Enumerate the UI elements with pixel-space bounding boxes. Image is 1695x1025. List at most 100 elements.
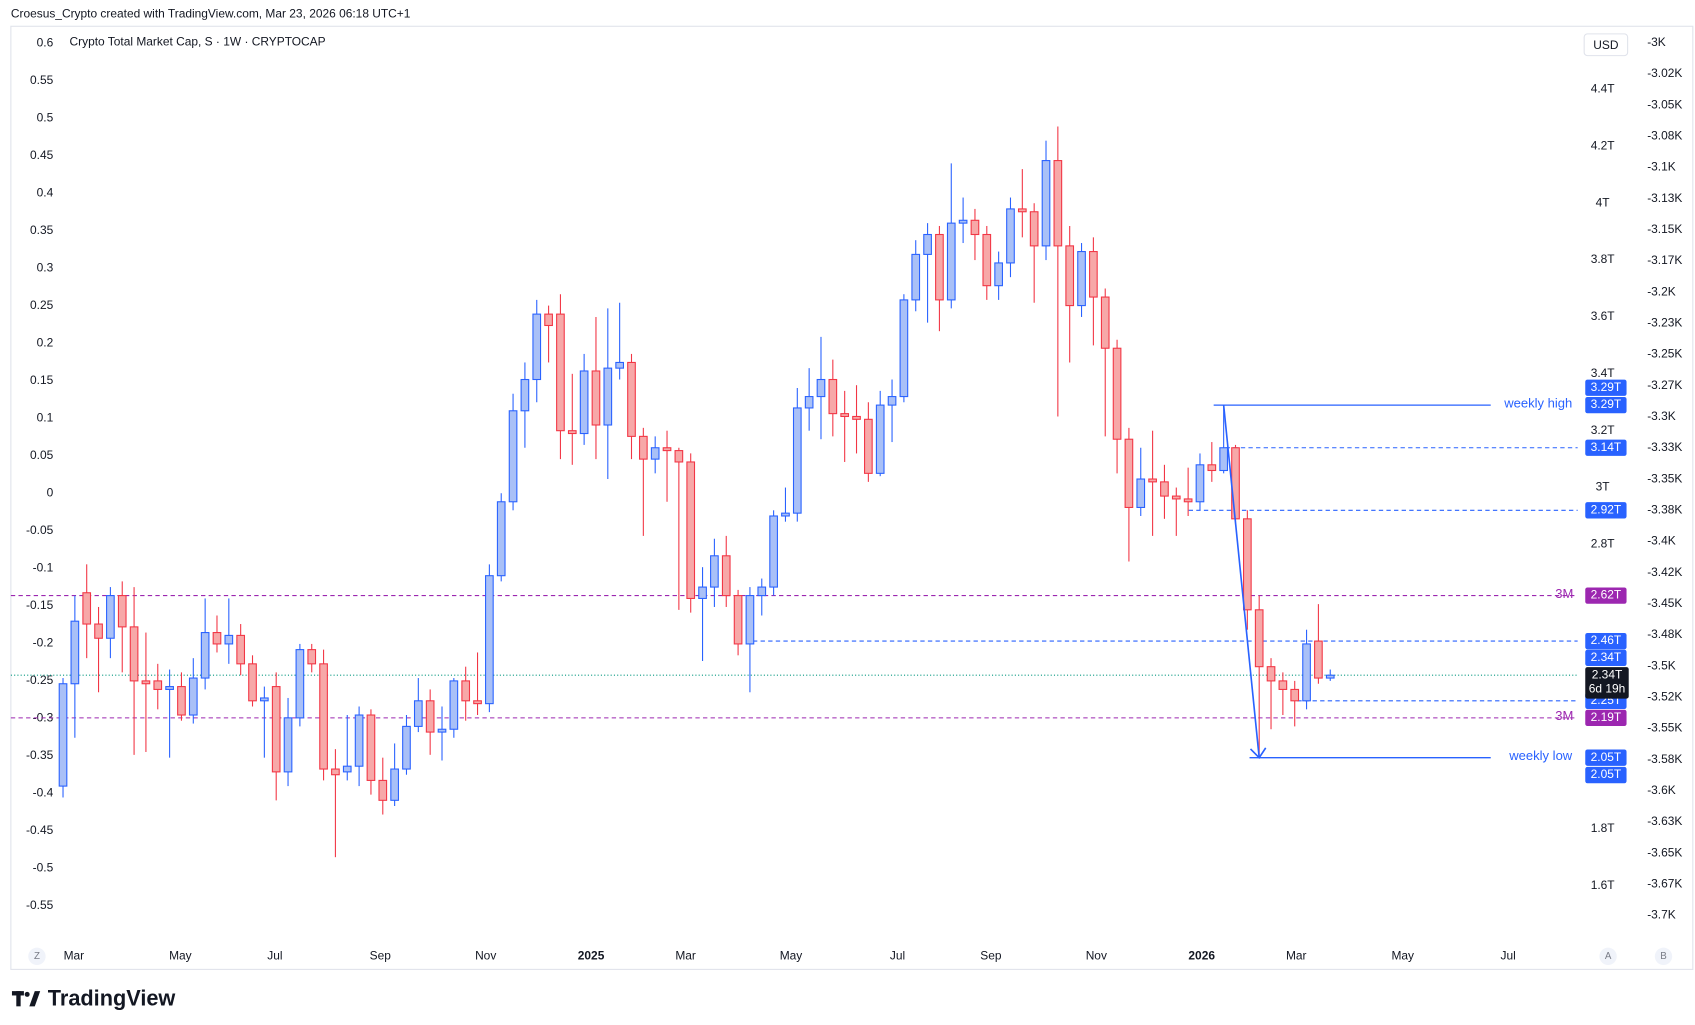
- candle-body: [1266, 666, 1276, 682]
- right2-tick-label: -3K: [1647, 35, 1666, 49]
- right2-tick-label: -3.05K: [1647, 97, 1682, 111]
- candle: [1136, 447, 1146, 516]
- candle: [982, 225, 992, 300]
- candle-body: [106, 595, 115, 639]
- price-tick-label: 4T: [1596, 195, 1611, 209]
- candle: [899, 294, 909, 403]
- candle: [129, 587, 139, 755]
- candle: [271, 672, 281, 801]
- price-tick-label: 3.8T: [1591, 252, 1616, 266]
- candle: [141, 632, 151, 752]
- left-tick-label: 0.4: [37, 186, 54, 200]
- candle-body: [958, 219, 968, 224]
- price-label: 2.34T: [1591, 650, 1622, 664]
- price-label: 3.14T: [1591, 440, 1622, 454]
- candle: [745, 587, 755, 693]
- candle: [1041, 140, 1051, 261]
- price-label-box: [1585, 632, 1627, 650]
- right2-tick-label: -3.33K: [1647, 440, 1682, 454]
- left-tick-label: 0.05: [30, 448, 54, 462]
- scale-button[interactable]: [28, 947, 46, 966]
- candle: [1017, 169, 1027, 238]
- candle-body: [887, 396, 897, 406]
- candle: [1243, 510, 1252, 630]
- x-tick-label: Nov: [1086, 949, 1107, 963]
- x-tick-label: Nov: [475, 949, 496, 963]
- candle-body: [745, 595, 755, 645]
- x-tick-label: May: [169, 949, 192, 963]
- candle-body: [295, 649, 305, 719]
- right2-tick-label: -3.67K: [1647, 877, 1682, 891]
- scale-button[interactable]: [1654, 947, 1673, 966]
- candle: [804, 368, 814, 431]
- candle-body: [1112, 347, 1122, 440]
- candle: [556, 294, 565, 460]
- level-text: 3M: [1555, 586, 1573, 601]
- candle-body: [1136, 478, 1146, 509]
- candle: [283, 697, 293, 787]
- candle: [946, 163, 956, 309]
- candle-body: [662, 447, 672, 452]
- candle: [816, 336, 826, 440]
- left-tick-label: 0.5: [37, 111, 54, 125]
- candle: [994, 251, 1003, 300]
- candle: [733, 589, 743, 656]
- x-tick-label: Mar: [1286, 949, 1307, 963]
- currency-button[interactable]: [1583, 33, 1629, 57]
- candle-body: [212, 632, 222, 645]
- candle-body: [710, 555, 719, 588]
- price-tick-label: 4.4T: [1591, 82, 1616, 96]
- candle: [615, 302, 624, 380]
- brand-logo: [11, 991, 41, 1007]
- candle: [911, 240, 921, 312]
- candle-body: [1290, 688, 1300, 702]
- candle: [94, 606, 103, 693]
- candle-body: [141, 680, 151, 685]
- candle: [177, 672, 186, 721]
- candle: [390, 743, 399, 807]
- price-label: 2.46T: [1591, 633, 1622, 647]
- right2-tick-label: -3.17K: [1647, 253, 1682, 267]
- candle-body: [733, 595, 743, 645]
- left-tick-label: 0.45: [30, 148, 54, 162]
- current-price-box: [1585, 667, 1629, 699]
- candle-body: [177, 686, 186, 716]
- candle-body: [994, 262, 1003, 287]
- candle: [82, 564, 92, 659]
- candle: [935, 225, 944, 332]
- candle-body: [1089, 251, 1098, 298]
- candle: [674, 447, 684, 610]
- candle-body: [864, 418, 873, 474]
- candle: [165, 669, 174, 758]
- price-tick-label: 3T: [1596, 480, 1611, 494]
- scale-button-label: Z: [34, 951, 40, 962]
- price-label: 3.29T: [1591, 397, 1622, 411]
- candle-body: [437, 728, 447, 733]
- candle: [378, 757, 388, 815]
- candle: [473, 652, 482, 716]
- scale-button[interactable]: [1599, 947, 1617, 966]
- candle: [331, 749, 340, 858]
- candle-body: [970, 219, 980, 236]
- candle: [70, 595, 80, 738]
- left-tick-label: 0.55: [30, 73, 54, 87]
- right2-tick-label: -3.7K: [1647, 908, 1676, 922]
- candle: [342, 715, 352, 781]
- candle-body: [1183, 498, 1193, 503]
- candle-body: [567, 430, 577, 435]
- candle: [579, 353, 589, 445]
- countdown: 6d 19h: [1589, 681, 1626, 695]
- candle-body: [1219, 447, 1229, 472]
- candle-body: [200, 632, 210, 679]
- candle: [1254, 595, 1264, 758]
- candle-body: [591, 370, 601, 426]
- candle-body: [852, 415, 861, 420]
- price-tick-label: 1.8T: [1591, 821, 1616, 835]
- frame: [10, 25, 1694, 970]
- x-tick-label: Mar: [64, 949, 85, 963]
- candle-body: [686, 461, 696, 599]
- candle: [781, 487, 790, 522]
- candle-body: [319, 663, 328, 770]
